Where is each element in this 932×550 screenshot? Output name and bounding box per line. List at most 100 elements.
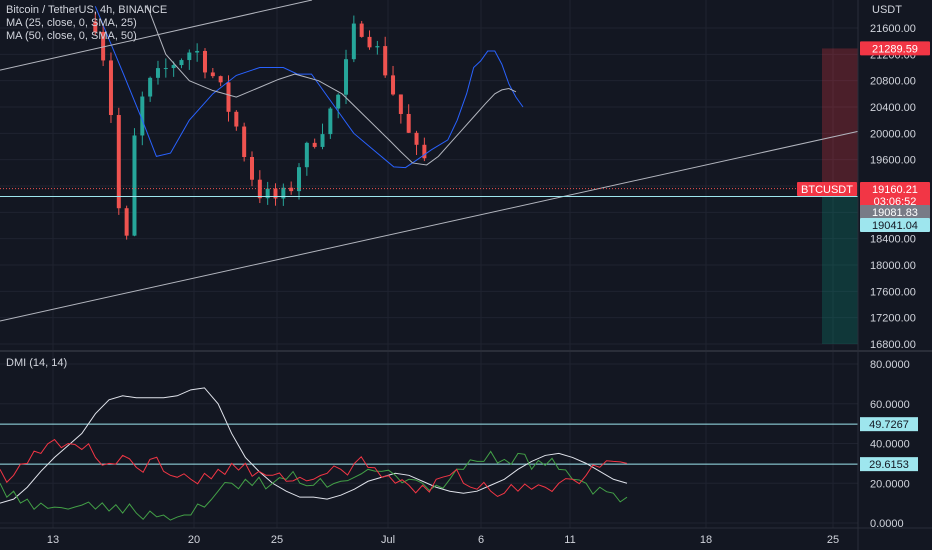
candle-body xyxy=(148,77,153,97)
price-tick-label: 17200.00 xyxy=(870,313,916,325)
dmi-tick-label: 20.0000 xyxy=(870,478,910,490)
candle-body xyxy=(187,52,192,61)
price-badge-target-bg xyxy=(860,41,930,56)
candle-body xyxy=(257,179,262,199)
ma25-line xyxy=(94,6,524,169)
dmi-tick-label: 60.0000 xyxy=(870,399,910,411)
candle-body xyxy=(383,46,388,76)
time-tick-label: 25 xyxy=(271,534,283,546)
time-tick-label: 18 xyxy=(700,534,712,546)
candlestick-series xyxy=(93,11,427,240)
candle-body xyxy=(202,50,207,73)
time-tick-label: 11 xyxy=(564,534,575,546)
candle-body xyxy=(132,135,137,236)
dmi-badge-upper-bg xyxy=(860,417,918,432)
price-tick-label: 16800.00 xyxy=(870,339,916,351)
price-tick-label: 19600.00 xyxy=(870,155,916,167)
dmi-indicator xyxy=(0,387,858,521)
candle-body xyxy=(320,134,325,147)
price-badge-level-b-bg xyxy=(860,218,930,232)
price-tick-label: 20800.00 xyxy=(870,76,916,88)
candle-body xyxy=(273,188,278,199)
price-badge-symbol: BTCUSDT xyxy=(801,184,853,196)
dmi-minus-line xyxy=(0,438,628,498)
candle-body xyxy=(155,68,160,78)
candle-body xyxy=(375,46,380,48)
dmi-tick-label: 0.0000 xyxy=(870,518,904,530)
candle-body xyxy=(116,115,121,209)
price-scale[interactable]: USDT21600.0021200.0020800.0020400.002000… xyxy=(797,4,930,351)
price-badge-level-a-bg xyxy=(860,205,930,219)
candle-body xyxy=(234,111,239,127)
candle-body xyxy=(344,59,349,95)
candle-body xyxy=(265,188,270,199)
candle-body xyxy=(108,60,113,116)
legend-ma25[interactable]: MA (25, close, 0, SMA, 25) xyxy=(6,17,137,29)
candle-body xyxy=(422,144,427,159)
price-tick-label: 17600.00 xyxy=(870,286,916,298)
dmi-adx-line xyxy=(0,387,628,504)
price-badge-last-box-bg xyxy=(860,182,930,210)
candle-body xyxy=(297,167,302,192)
dmi-badge-upper: 49.7267 xyxy=(869,419,909,431)
candle-body xyxy=(336,94,341,109)
position-profit-zone xyxy=(822,193,858,344)
candle-body xyxy=(101,31,106,61)
position-loss-zone xyxy=(822,48,858,194)
price-badge-level-a: 19081.83 xyxy=(872,207,918,219)
candle-body xyxy=(195,50,200,53)
candle-body xyxy=(414,132,419,145)
price-tick-label: 18000.00 xyxy=(870,260,916,272)
candle-body xyxy=(140,96,145,136)
price-tick-label: 20000.00 xyxy=(870,128,916,140)
time-tick-label: 25 xyxy=(827,534,839,546)
time-tick-label: 20 xyxy=(188,534,200,546)
price-axis-currency: USDT xyxy=(872,4,902,16)
price-badge-level-b: 19041.04 xyxy=(872,220,918,232)
legend-dmi[interactable]: DMI (14, 14) xyxy=(6,357,68,369)
candle-body xyxy=(312,142,317,147)
price-lines xyxy=(0,188,858,197)
candle-body xyxy=(367,36,372,48)
moving-averages xyxy=(94,4,524,169)
position-tool[interactable] xyxy=(822,48,858,344)
candle-body xyxy=(171,65,176,69)
candle-body xyxy=(218,76,223,83)
time-scale[interactable]: 13 20 25 Jul 6 11 18 25 xyxy=(47,534,839,546)
candle-body xyxy=(289,187,294,192)
time-tick-label: 6 xyxy=(478,534,484,546)
candle-body xyxy=(249,157,254,180)
legend-ma50[interactable]: MA (50, close, 0, SMA, 50) xyxy=(6,30,137,42)
candle-body xyxy=(406,113,411,133)
candle-body xyxy=(281,187,286,199)
price-badge-target: 21289.59 xyxy=(872,43,918,55)
ma50-line xyxy=(146,4,517,166)
dmi-badge-lower: 29.6153 xyxy=(869,459,909,471)
trendlines[interactable] xyxy=(0,0,859,322)
price-tick-label: 18400.00 xyxy=(870,234,916,246)
candle-body xyxy=(226,82,231,112)
candle-body xyxy=(210,72,215,77)
candle-body xyxy=(179,60,184,66)
trendline-upper-channel xyxy=(0,0,313,71)
dmi-tick-label: 40.0000 xyxy=(870,439,910,451)
price-tick-label: 20400.00 xyxy=(870,102,916,114)
candle-body xyxy=(351,23,356,60)
dmi-tick-label: 80.0000 xyxy=(870,359,910,371)
price-badge-symbol-bg xyxy=(797,182,857,196)
candle-body xyxy=(93,21,98,32)
time-tick-label: Jul xyxy=(381,534,395,546)
candle-body xyxy=(359,23,364,37)
candle-body xyxy=(398,94,403,114)
candle-body xyxy=(391,75,396,95)
candle-body xyxy=(163,68,168,70)
price-tick-label: 21600.00 xyxy=(870,23,916,35)
candle-body xyxy=(304,142,309,168)
candle-body xyxy=(242,126,247,158)
candle-body xyxy=(124,208,129,236)
dmi-scale[interactable]: 80.0000 60.0000 40.0000 20.0000 0.0000 49.726… xyxy=(860,359,918,530)
legend-symbol-title[interactable]: Bitcoin / TetherUS, 4h, BINANCE xyxy=(6,4,168,16)
dmi-badge-lower-bg xyxy=(860,457,918,472)
